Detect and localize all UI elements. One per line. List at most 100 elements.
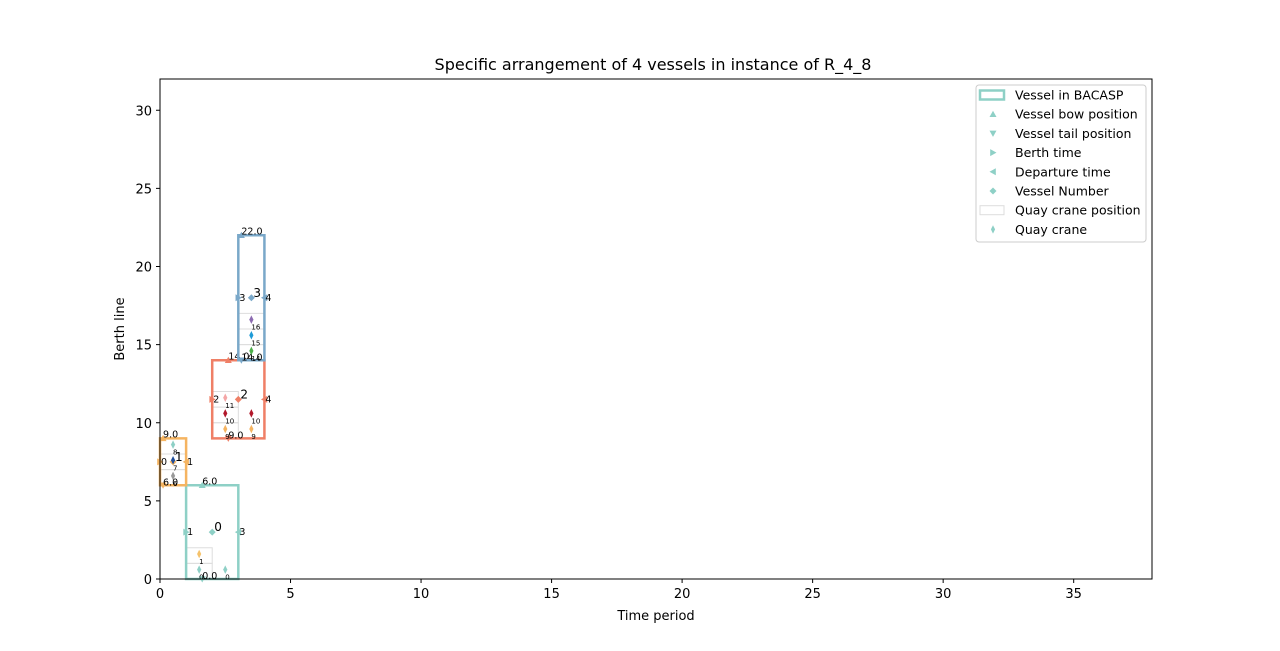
quay-crane-marker: [223, 393, 228, 402]
vessel-number-label: 0: [214, 520, 222, 534]
y-tick-label: 25: [135, 182, 152, 197]
quay-crane-label: 10: [225, 417, 234, 425]
x-tick-label: 10: [413, 587, 430, 602]
legend-marker-tri-left: [989, 168, 996, 176]
quay-crane-label: 0: [199, 574, 203, 582]
vessel-tail-marker: [159, 482, 167, 489]
legend-crane-position-swatch: [979, 205, 1005, 216]
legend-entry: Berth time: [990, 145, 1082, 160]
y-axis-label: Berth line: [113, 297, 128, 360]
legend-marker-diamond: [989, 187, 997, 195]
vessel-number-marker: [247, 294, 255, 302]
y-tick-label: 10: [135, 417, 152, 432]
quay-crane-label: 10: [251, 417, 260, 425]
vessel-number-label: 2: [240, 387, 248, 401]
quay-crane-label: 11: [225, 402, 234, 410]
legend-marker-tri-right: [990, 149, 997, 157]
legend-entry: Vessel Number: [989, 184, 1110, 199]
vessel-bow-label: 9.0: [163, 429, 178, 440]
vessel-departure-marker: [182, 458, 189, 466]
vessel-berth-label: 1: [187, 527, 193, 538]
quay-crane-label: 0: [225, 574, 229, 582]
legend-marker-tri-up: [989, 110, 997, 117]
vessel-bow-marker: [237, 231, 245, 239]
legend-marker-thin-diamond: [990, 225, 996, 234]
y-tick-label: 0: [144, 573, 152, 588]
vessel-berth-label: 3: [239, 293, 245, 304]
legend-box: [975, 84, 1147, 243]
legend-marker-tri-down: [989, 130, 997, 137]
legend-entry: Vessel bow position: [989, 107, 1138, 122]
vessel-bow-marker: [224, 356, 232, 364]
quay-crane-label: 6: [173, 480, 178, 488]
vessel-berth-marker: [235, 294, 242, 302]
quay-crane-label: 9: [225, 433, 229, 441]
quay-crane-marker: [197, 549, 202, 559]
quay-crane-marker: [249, 409, 254, 418]
quay-crane-marker: [249, 315, 254, 324]
vessel-tail-label: 14.0: [241, 352, 262, 363]
vessel-number-label: 1: [175, 450, 183, 464]
vessel-departure-label: 4: [265, 394, 271, 405]
vessel-0: 6.0 0.0 1 3 0 0 1 0: [183, 476, 245, 583]
vessel-2: 14.0 9.0 2 4 2 9 10 11 9 10: [209, 351, 271, 442]
quay-crane-marker: [249, 424, 254, 434]
legend-vessel-swatch: [978, 89, 1006, 101]
vessel-berth-label: 2: [213, 394, 219, 405]
legend-entry: Vessel in BACASP: [978, 88, 1124, 103]
legend-label: Vessel in BACASP: [1015, 88, 1124, 103]
legend-label: Vessel Number: [1015, 184, 1110, 199]
quay-crane-marker: [223, 409, 228, 418]
quay-crane-marker: [197, 565, 202, 574]
legend-entry: Departure time: [989, 164, 1111, 179]
vessel-tail-label: 6.0: [163, 477, 178, 488]
legend-label: Berth time: [1015, 145, 1082, 160]
vessel-number-marker: [234, 395, 242, 403]
plot-frame: [159, 78, 1153, 580]
chart-title: Specific arrangement of 4 vessels in ins…: [435, 55, 872, 75]
quay-crane-label: 8: [173, 449, 177, 457]
vessel-number-marker: [208, 528, 216, 536]
vessel-departure-marker: [260, 395, 268, 403]
legend-label: Quay crane: [1015, 222, 1087, 237]
quay-crane-marker: [223, 565, 228, 574]
quay-crane-marker: [249, 346, 254, 356]
y-tick-label: 20: [135, 261, 152, 276]
vessel-departure-label: 3: [239, 527, 245, 538]
vessel-departure-label: 4: [265, 293, 271, 304]
vessel-departure-marker: [260, 294, 268, 302]
quay-crane-label: 1: [199, 558, 203, 566]
vessel-bow-label: 6.0: [202, 476, 217, 487]
x-tick-label: 35: [1065, 587, 1082, 602]
legend-entry: Quay crane position: [979, 203, 1141, 218]
x-tick-label: 30: [935, 587, 952, 602]
x-tick-label: 25: [804, 587, 821, 602]
vessel-departure-label: 1: [187, 457, 193, 468]
legend-label: Quay crane position: [1015, 203, 1141, 218]
legend-entry: Vessel tail position: [989, 126, 1131, 141]
quay-crane-marker: [223, 424, 228, 434]
vessel-tail-marker: [237, 357, 245, 364]
vessel-bow-marker: [198, 481, 206, 489]
vessel-tail-marker: [224, 435, 232, 442]
quay-crane-label: 7: [173, 464, 177, 472]
legend: Vessel in BACASP Vessel bow position Vesse…: [975, 84, 1147, 243]
vessel-berth-label: 0: [161, 457, 167, 468]
legend-label: Departure time: [1015, 164, 1111, 179]
vessel-number-label: 3: [253, 286, 261, 300]
y-tick-label: 15: [135, 339, 152, 354]
y-tick-label: 30: [135, 104, 152, 119]
legend-label: Vessel tail position: [1015, 126, 1131, 141]
x-tick-label: 5: [286, 587, 294, 602]
vessel-tail-label: 0.0: [202, 571, 217, 582]
vessel-tail-label: 9.0: [228, 430, 243, 441]
quay-crane-marker: [170, 440, 176, 449]
quay-crane-label: 9: [251, 433, 255, 441]
x-axis-label: Time period: [616, 609, 694, 624]
legend-label: Vessel bow position: [1015, 107, 1138, 122]
